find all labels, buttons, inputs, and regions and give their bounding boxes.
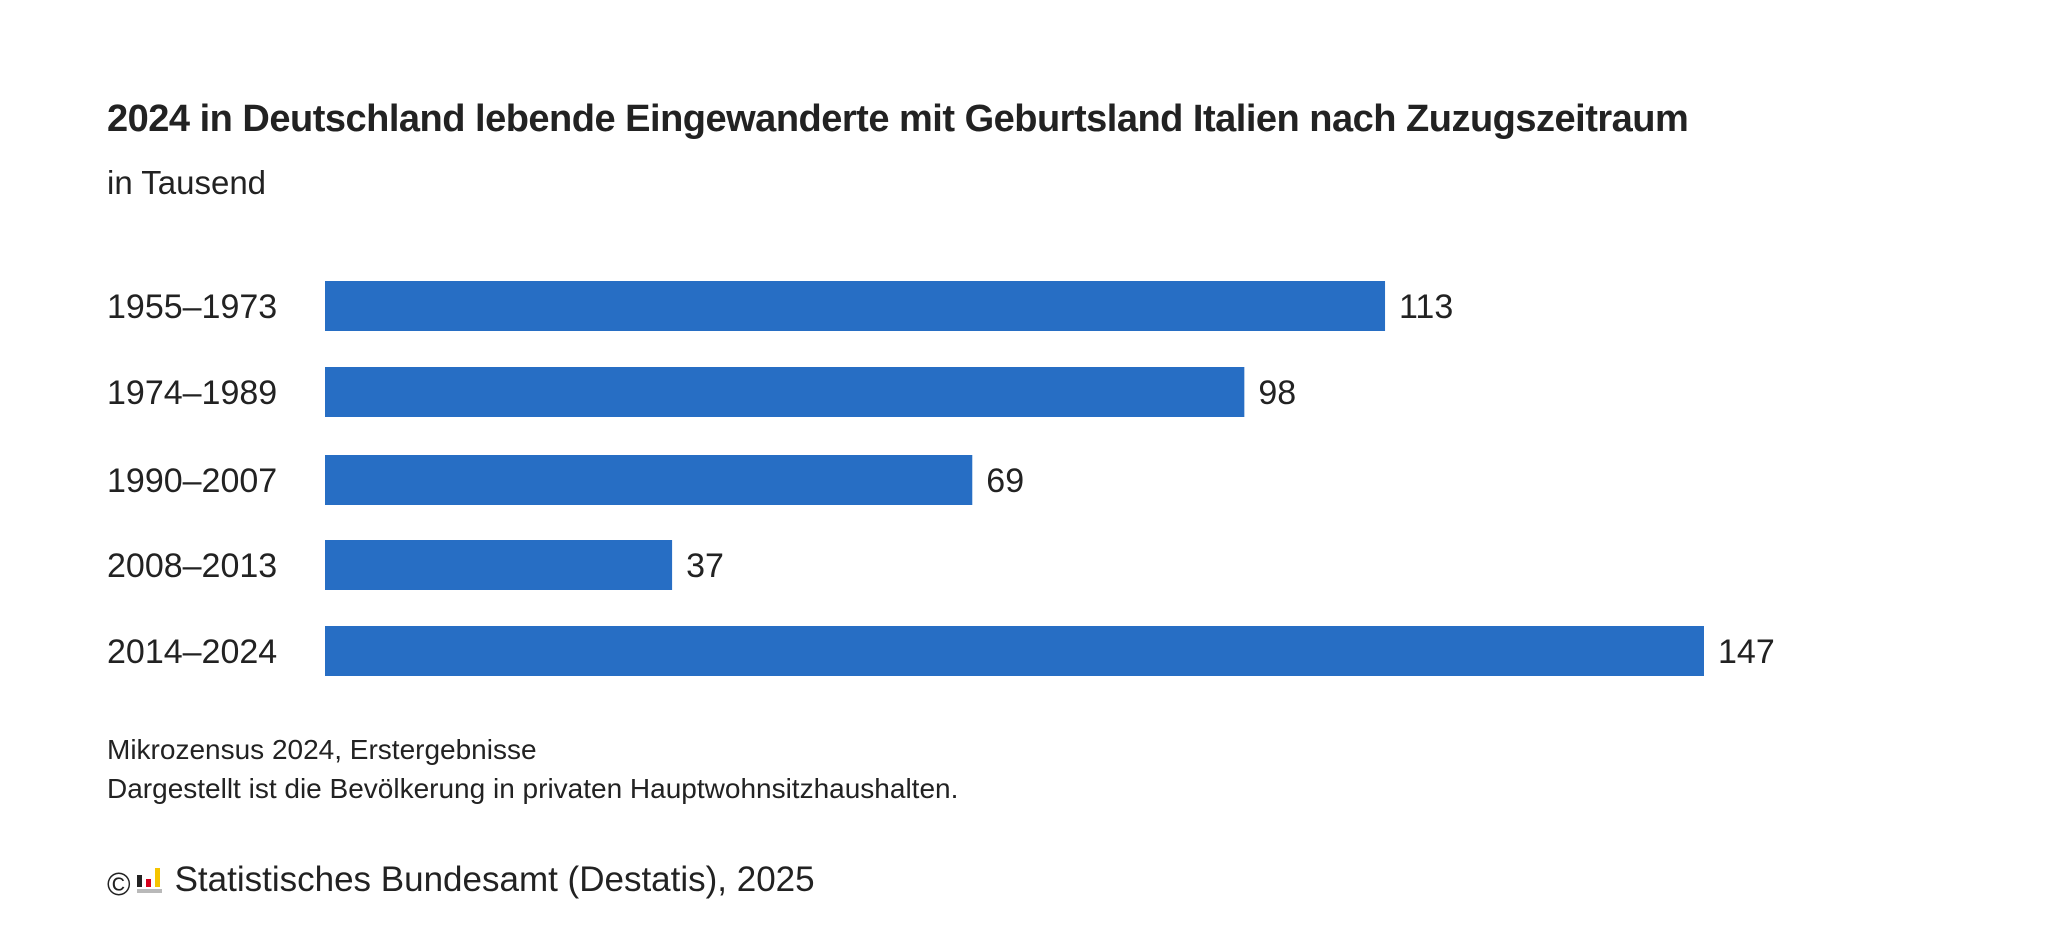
- logo-base: [136, 889, 162, 893]
- chart-title: 2024 in Deutschland lebende Eingewandert…: [107, 98, 1689, 140]
- category-label: 2008–2013: [107, 547, 277, 585]
- copyright-line: © Statistisches Bundesamt (Destatis), 20…: [107, 860, 815, 902]
- category-label: 2014–2024: [107, 633, 277, 671]
- value-label: 147: [1718, 633, 1775, 671]
- note-source: Mikrozensus 2024, Erstergebnisse: [107, 734, 537, 765]
- note-population: Dargestellt ist die Bevölkerung in priva…: [107, 773, 959, 804]
- value-label: 113: [1399, 288, 1453, 326]
- category-label: 1974–1989: [107, 374, 277, 412]
- bar: [325, 455, 973, 505]
- bar: [325, 540, 673, 590]
- bars-group: 1955–1973 113 1974–1989 98 1990–2007 69 2008–2…: [107, 281, 1775, 676]
- value-label: 69: [986, 462, 1024, 500]
- bar: [325, 367, 1245, 417]
- category-label: 1955–1973: [107, 288, 277, 326]
- copyright-source: Statistisches Bundesamt (Destatis), 2025: [174, 860, 815, 899]
- bar: [325, 281, 1386, 331]
- value-label: 98: [1258, 374, 1296, 412]
- logo-bar-gold: [154, 868, 160, 887]
- destatis-logo-icon: [136, 868, 162, 893]
- bar: [325, 626, 1704, 676]
- chart-notes: Mikrozensus 2024, Erstergebnisse Dargest…: [107, 730, 958, 808]
- chart-subtitle: in Tausend: [107, 164, 267, 201]
- value-label: 37: [686, 547, 724, 585]
- logo-bar-black: [136, 875, 142, 887]
- bar-chart: 1955–1973 113 1974–1989 98 1990–2007 69 2008–2…: [107, 281, 1775, 676]
- copyright-icon: ©: [107, 865, 131, 902]
- category-label: 1990–2007: [107, 462, 277, 500]
- logo-bar-red: [145, 879, 151, 887]
